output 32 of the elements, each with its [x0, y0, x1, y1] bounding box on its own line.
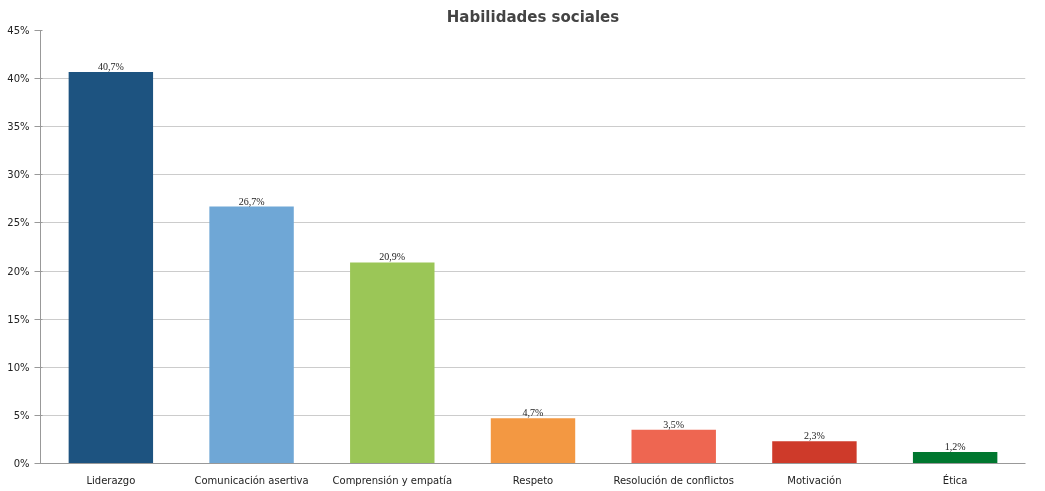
x-tick-label: Comunicación asertiva	[194, 474, 309, 486]
x-tick-label: Ética	[942, 473, 968, 486]
data-label: 3,5%	[663, 418, 685, 430]
x-tick-label: Liderazgo	[86, 474, 136, 486]
data-label: 20,9%	[379, 251, 406, 263]
data-label: 26,7%	[238, 195, 265, 207]
bar	[68, 71, 154, 464]
y-tick-label: 30%	[7, 169, 30, 181]
y-tick-label: 35%	[7, 121, 30, 133]
y-tick-label: 45%	[7, 25, 30, 36]
bar	[772, 441, 857, 464]
y-tick-label: 5%	[13, 409, 30, 421]
x-tick-label: Respeto	[512, 474, 554, 486]
y-tick-label: 25%	[7, 217, 30, 229]
bar	[350, 262, 435, 464]
x-tick-label: Motivación	[787, 474, 842, 486]
bar	[912, 451, 998, 464]
bar	[209, 206, 294, 464]
y-tick-label: 15%	[7, 313, 30, 325]
bar	[490, 418, 576, 464]
y-tick-label: 20%	[7, 265, 30, 277]
data-label: 4,7%	[522, 407, 544, 419]
x-tick-label: Resolución de conflictos	[613, 474, 734, 486]
y-tick-label: 40%	[7, 73, 30, 85]
bar	[631, 429, 716, 464]
x-tick-label: Comprensión y empatía	[332, 474, 453, 486]
chart-title: Habilidades sociales	[446, 7, 620, 26]
y-tick-label: 0%	[13, 458, 30, 469]
y-tick-label: 10%	[7, 361, 30, 373]
data-label: 2,3%	[804, 430, 825, 442]
data-label: 40,7%	[97, 60, 124, 72]
data-label: 1,2%	[944, 440, 966, 452]
